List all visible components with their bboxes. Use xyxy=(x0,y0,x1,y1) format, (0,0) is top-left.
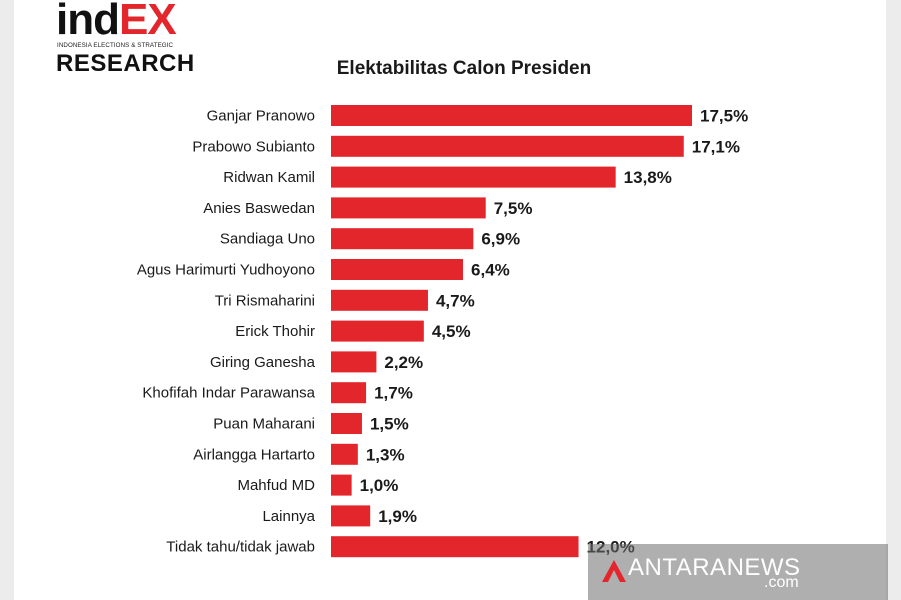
value-label: 1,3% xyxy=(366,445,405,464)
category-label: Sandiaga Uno xyxy=(220,231,315,248)
category-label: Tidak tahu/tidak jawab xyxy=(166,539,315,556)
category-label: Airlangga Hartarto xyxy=(193,446,315,463)
bar xyxy=(331,135,684,157)
category-label: Giring Ganesha xyxy=(210,354,316,371)
bar xyxy=(331,197,486,219)
logo-wordmark: indEX xyxy=(56,0,177,44)
value-label: 2,2% xyxy=(384,353,423,372)
value-label: 17,1% xyxy=(692,137,740,156)
value-label: 1,9% xyxy=(378,507,417,526)
bar xyxy=(331,382,367,404)
value-label: 4,5% xyxy=(432,322,471,341)
watermark-sub: .com xyxy=(764,574,799,591)
category-label: Prabowo Subianto xyxy=(192,138,315,155)
logo-subtitle: INDONESIA ELECTIONS & STRATEGIC xyxy=(57,42,174,49)
category-label: Mahfud MD xyxy=(237,477,315,494)
bar xyxy=(331,259,464,280)
value-label: 6,4% xyxy=(471,261,510,280)
bar xyxy=(331,228,474,250)
bar xyxy=(331,289,428,311)
logo-ind: ind xyxy=(56,0,120,44)
bar xyxy=(331,320,424,342)
bar xyxy=(331,474,352,496)
category-label: Agus Harimurti Yudhoyono xyxy=(137,262,315,279)
value-label: 1,7% xyxy=(374,384,413,403)
bar xyxy=(331,351,377,373)
index-research-logo: indEX INDONESIA ELECTIONS & STRATEGIC RE… xyxy=(56,0,196,77)
antaranews-watermark: ANTARANEWS .com xyxy=(588,544,888,600)
chart-title: Elektabilitas Calon Presiden xyxy=(336,58,592,79)
logo-research: RESEARCH xyxy=(56,50,195,77)
bar xyxy=(331,105,692,126)
value-label: 17,5% xyxy=(700,107,748,126)
category-label: Tri Rismaharini xyxy=(215,292,315,309)
category-label: Erick Thohir xyxy=(235,323,315,340)
value-label: 4,7% xyxy=(436,291,475,310)
value-label: 7,5% xyxy=(494,199,533,218)
value-label: 13,8% xyxy=(624,168,672,187)
category-label: Ridwan Kamil xyxy=(223,169,315,186)
antara-logo-icon xyxy=(602,560,626,582)
category-label: Lainnya xyxy=(262,508,315,525)
watermark-text: ANTARANEWS xyxy=(628,554,801,581)
value-label: 1,5% xyxy=(370,415,409,434)
bar xyxy=(331,505,371,527)
category-label: Ganjar Pranowo xyxy=(207,108,315,125)
logo-ex: EX xyxy=(118,0,177,44)
bar xyxy=(331,536,579,558)
bar xyxy=(331,443,358,465)
category-label: Puan Maharani xyxy=(213,416,315,433)
bar xyxy=(331,413,362,434)
category-label: Anies Baswedan xyxy=(203,200,315,217)
category-label: Khofifah Indar Parawansa xyxy=(142,385,315,402)
value-label: 1,0% xyxy=(360,476,399,495)
bar xyxy=(331,166,616,188)
value-label: 6,9% xyxy=(481,230,520,249)
image-frame: indEX INDONESIA ELECTIONS & STRATEGIC RE… xyxy=(14,0,886,600)
